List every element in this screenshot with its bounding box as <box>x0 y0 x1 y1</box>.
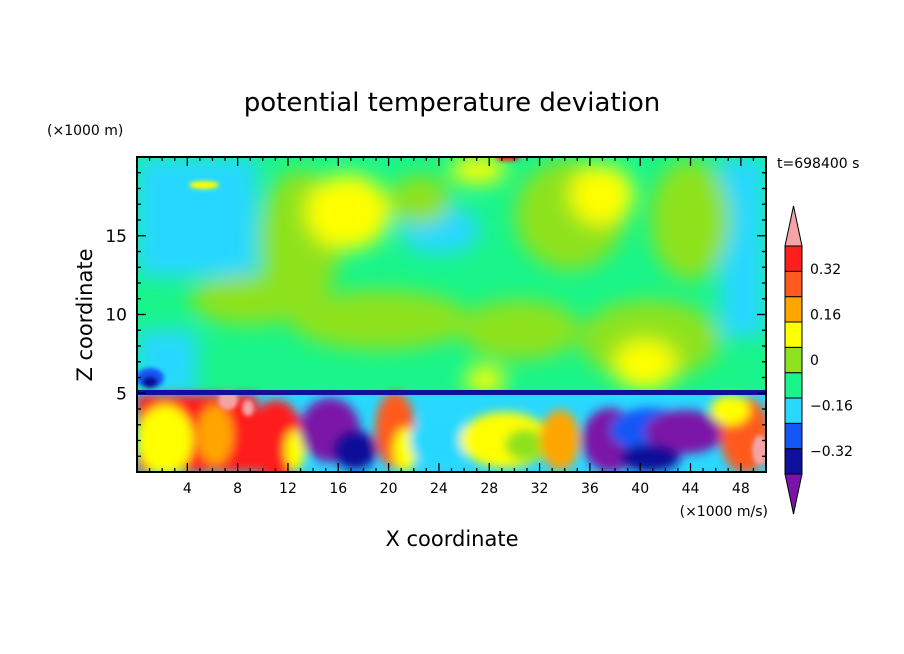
colorbar-tick-label: −0.32 <box>810 444 853 460</box>
colorbar-min-extension <box>784 473 803 515</box>
colorbar-bin <box>784 372 803 399</box>
x-tick-label: 12 <box>279 481 297 497</box>
y-unit-label: (×1000 m) <box>47 123 123 139</box>
colorbar-tick-label: −0.16 <box>810 399 853 415</box>
colorbar-bin <box>784 422 803 450</box>
x-tick-label: 32 <box>531 481 549 497</box>
x-tick-label: 16 <box>329 481 347 497</box>
y-tick-label: 15 <box>105 227 127 247</box>
x-tick-label: 48 <box>732 481 750 497</box>
colorbar: −0.32 −0.16 0 0.16 0.32 <box>784 205 853 515</box>
inversion-band <box>137 390 766 395</box>
y-axis-label: Z coordinate <box>73 248 97 381</box>
colorbar-bin <box>784 448 803 475</box>
x-unit-label: (×1000 m/s) <box>680 504 768 520</box>
colorbar-tick-label: 0.32 <box>810 262 841 278</box>
x-tick-label: 24 <box>430 481 448 497</box>
colorbar-bin <box>784 296 803 323</box>
colorbar-tick-label: 0 <box>810 353 819 369</box>
y-tick-label: 10 <box>105 306 127 326</box>
y-tick-label: 5 <box>116 384 127 404</box>
y-axis: 5 10 15 <box>105 172 766 457</box>
colorbar-bin <box>784 346 803 374</box>
x-tick-label: 44 <box>682 481 700 497</box>
chart-title: potential temperature deviation <box>244 88 660 118</box>
x-tick-label: 8 <box>233 481 242 497</box>
x-tick-label: 28 <box>480 481 498 497</box>
x-tick-label: 40 <box>631 481 649 497</box>
x-tick-label: 36 <box>581 481 599 497</box>
upper-layer-field <box>137 157 766 395</box>
lower-layer-field <box>137 157 766 472</box>
plot-area <box>137 157 766 472</box>
time-label: t=698400 s <box>777 156 859 172</box>
x-axis: 4 8 12 16 20 24 28 32 36 40 44 48 <box>148 157 755 497</box>
colorbar-bin <box>784 397 803 424</box>
colorbar-bin <box>784 245 803 272</box>
colorbar-tick-label: 0.16 <box>810 307 841 323</box>
colorbar-max-extension <box>784 205 803 247</box>
colorbar-bin <box>784 321 803 348</box>
x-axis-label: X coordinate <box>385 527 518 551</box>
x-tick-label: 4 <box>183 481 192 497</box>
colorbar-bin <box>784 270 803 298</box>
x-tick-label: 20 <box>380 481 398 497</box>
